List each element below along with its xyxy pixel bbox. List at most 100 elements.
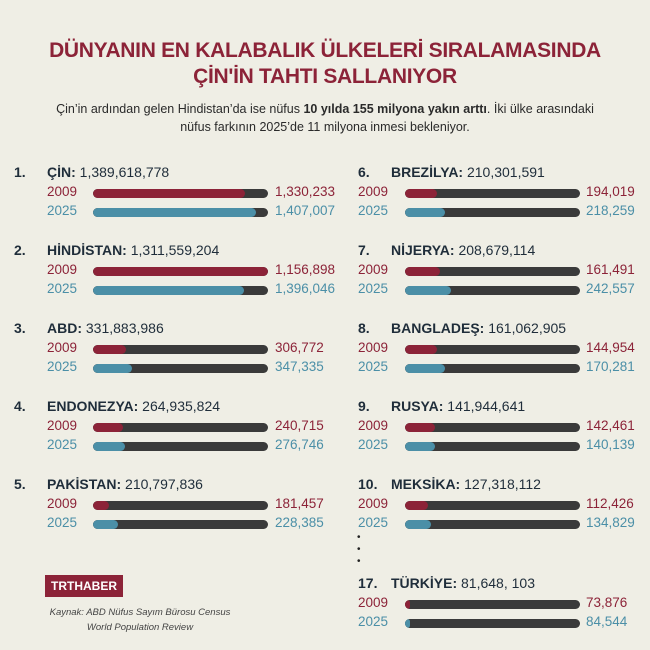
population-total: 81,648, 103 (461, 575, 535, 591)
year-label-2009: 2009 (47, 496, 78, 511)
value-2009: 1,330,233 (275, 184, 336, 199)
subtitle-bold: 10 yılda 155 milyona yakın arttı (303, 102, 487, 116)
year-label-2009: 2009 (358, 496, 389, 511)
value-2009: 306,772 (275, 340, 324, 355)
value-2025: 84,544 (586, 614, 628, 629)
bar-track-2009 (405, 501, 580, 510)
value-2009: 240,715 (275, 418, 324, 433)
country-entry: 6. BREZİLYA: 210,301,591 2009 194,019 2025 21… (358, 164, 648, 224)
value-2009: 112,426 (586, 496, 634, 511)
value-2025: 134,829 (586, 515, 635, 530)
bar-track-2025 (93, 208, 268, 217)
year-label-2009: 2009 (358, 418, 389, 433)
bar-2009 (405, 267, 440, 276)
rank-number: 8. (358, 320, 370, 336)
bar-2009 (93, 189, 246, 198)
bar-2025 (93, 286, 244, 295)
bar-2025 (405, 286, 451, 295)
value-2025: 242,557 (586, 281, 635, 296)
population-total: 1,311,559,204 (130, 242, 220, 258)
country-entry: 7. NİJERYA: 208,679,114 2009 161,491 2025 242… (358, 242, 648, 302)
value-2009: 73,876 (586, 595, 628, 610)
value-2025: 1,396,046 (275, 281, 336, 296)
country-entry: 10. MEKSİKA: 127,318,112 2009 112,426 2025 13… (358, 476, 648, 536)
bar-track-2009 (405, 423, 580, 432)
bar-track-2025 (93, 364, 268, 373)
bar-track-2025 (93, 286, 268, 295)
bar-track-2025 (405, 619, 580, 628)
bar-2009 (93, 345, 127, 354)
year-label-2009: 2009 (47, 418, 78, 433)
country-name: TÜRKİYE: (391, 575, 458, 591)
subtitle-text-end: . İki ülke arasındaki nüfus farkının 202… (180, 102, 594, 134)
value-2025: 228,385 (275, 515, 324, 530)
bar-2025 (93, 364, 132, 373)
year-label-2025: 2025 (358, 515, 389, 530)
year-label-2025: 2025 (47, 359, 78, 374)
bar-track-2009 (93, 423, 268, 432)
bar-2009 (93, 423, 123, 432)
country-name: ENDONEZYA: (47, 398, 139, 414)
bar-track-2009 (405, 267, 580, 276)
country-name: BREZİLYA: (391, 164, 464, 180)
bar-track-2009 (405, 600, 580, 609)
year-label-2025: 2025 (47, 515, 78, 530)
bar-track-2009 (405, 189, 580, 198)
year-label-2025: 2025 (358, 203, 389, 218)
source-note: Kaynak: ABD Nüfus Sayım Bürosu Census Wo… (40, 605, 240, 635)
bar-2009 (93, 267, 268, 276)
population-total: 141,944,641 (447, 398, 526, 414)
year-label-2009: 2009 (358, 184, 389, 199)
country-name: NİJERYA: (391, 242, 455, 258)
bar-2025 (405, 442, 435, 451)
value-2025: 140,139 (586, 437, 635, 452)
year-label-2009: 2009 (47, 184, 78, 199)
bar-track-2009 (93, 189, 268, 198)
year-label-2025: 2025 (358, 359, 389, 374)
country-label: PAKİSTAN: 210,797,836 (47, 476, 203, 492)
value-2025: 276,746 (275, 437, 324, 452)
country-label: ENDONEZYA: 264,935,824 (47, 398, 220, 414)
title-line-2: ÇİN'İN TAHTI SALLANIYOR (193, 65, 457, 88)
bar-track-2025 (93, 520, 268, 529)
subtitle-text: Çin’in ardından gelen Hindistan’da ise n… (56, 102, 304, 116)
bar-2025 (405, 520, 432, 529)
country-name: ABD: (47, 320, 82, 336)
title-line-1: DÜNYANIN EN KALABALIK ÜLKELERİ SIRALAMAS… (49, 39, 601, 62)
year-label-2025: 2025 (47, 281, 78, 296)
bar-track-2025 (405, 364, 580, 373)
source-line-2: World Population Review (86, 622, 194, 633)
country-label: ÇİN: 1,389,618,778 (47, 164, 169, 180)
value-2009: 1,156,898 (275, 262, 336, 277)
rank-number: 10. (358, 476, 378, 492)
country-label: MEKSİKA: 127,318,112 (391, 476, 541, 492)
subtitle: Çin’in ardından gelen Hindistan’da ise n… (40, 100, 610, 136)
value-2025: 1,407,007 (275, 203, 336, 218)
bar-2009 (405, 189, 437, 198)
population-total: 264,935,824 (142, 398, 221, 414)
country-label: RUSYA: 141,944,641 (391, 398, 525, 414)
country-entry: 17. TÜRKİYE: 81,648, 103 2009 73,876 2025 84,… (358, 575, 648, 635)
country-name: PAKİSTAN: (47, 476, 122, 492)
value-2025: 218,259 (586, 203, 635, 218)
country-label: BANGLADEŞ: 161,062,905 (391, 320, 566, 336)
value-2009: 181,457 (275, 496, 324, 511)
country-label: TÜRKİYE: 81,648, 103 (391, 575, 535, 591)
year-label-2009: 2009 (47, 262, 78, 277)
year-label-2025: 2025 (358, 614, 389, 629)
bar-track-2025 (405, 286, 580, 295)
year-label-2025: 2025 (358, 281, 389, 296)
bar-2009 (405, 600, 411, 609)
bar-track-2009 (405, 345, 580, 354)
country-label: ABD: 331,883,986 (47, 320, 164, 336)
country-entry: 8. BANGLADEŞ: 161,062,905 2009 144,954 2025 1… (358, 320, 648, 380)
value-2009: 144,954 (586, 340, 635, 355)
bar-2025 (93, 442, 125, 451)
country-label: NİJERYA: 208,679,114 (391, 242, 535, 258)
bar-2025 (405, 364, 446, 373)
value-2009: 194,019 (586, 184, 635, 199)
country-entry: 2. HİNDİSTAN: 1,311,559,204 2009 1,156,898 2… (14, 242, 335, 302)
year-label-2009: 2009 (47, 340, 78, 355)
rank-number: 3. (14, 320, 26, 336)
year-label-2025: 2025 (358, 437, 389, 452)
